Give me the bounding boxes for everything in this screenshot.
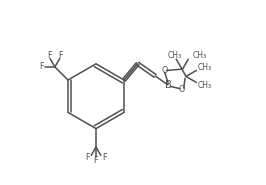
Text: CH₃: CH₃	[193, 51, 207, 60]
Text: F: F	[39, 62, 44, 71]
Text: O: O	[161, 66, 168, 75]
Text: O: O	[179, 85, 185, 93]
Text: F: F	[102, 154, 106, 162]
Text: CH₃: CH₃	[167, 51, 181, 60]
Text: F: F	[58, 51, 63, 60]
Text: F: F	[47, 51, 52, 60]
Text: CH₃: CH₃	[197, 81, 211, 90]
Text: F: F	[86, 154, 90, 162]
Text: B: B	[165, 80, 172, 90]
Text: CH₃: CH₃	[197, 63, 211, 72]
Text: F: F	[94, 156, 98, 165]
